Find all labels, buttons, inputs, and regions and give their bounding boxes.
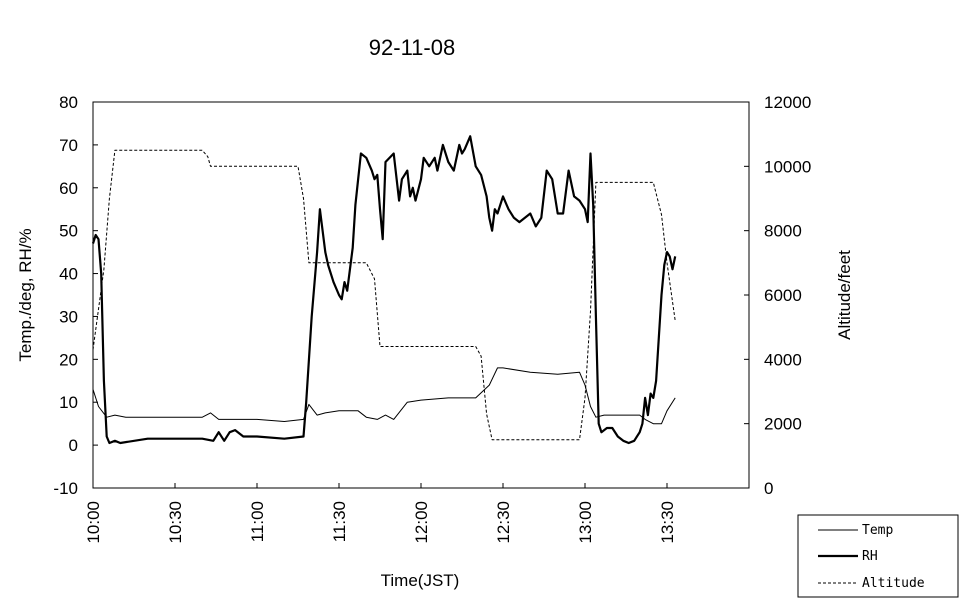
x-axis: 10:00 10:30 11:00 11:30 12:00 12:30 13:00 13:30	[84, 483, 677, 544]
right-tick-label: 6000	[764, 286, 802, 305]
x-tick-label: 11:00	[248, 501, 267, 542]
left-tick-label: 70	[59, 136, 78, 155]
x-tick-label: 13:00	[576, 501, 595, 544]
left-tick-label: 50	[59, 222, 78, 241]
x-tick-label: 10:00	[84, 501, 103, 544]
left-axis-label: Temp./deg, RH/%	[16, 228, 35, 361]
right-axis: 0 2000 4000 6000 8000 10000 12000	[744, 93, 811, 498]
x-axis-label: Time(JST)	[381, 571, 460, 590]
right-tick-label: 12000	[764, 93, 811, 112]
left-tick-label: -10	[53, 479, 78, 498]
right-tick-label: 10000	[764, 157, 811, 176]
left-axis: -10 0 10 20 30 40 50 60 70 80	[53, 93, 98, 498]
right-axis-label: Altitude/feet	[835, 250, 854, 340]
x-tick-label: 13:30	[658, 501, 677, 544]
series-line-temp	[92, 367, 676, 425]
plot-area	[92, 101, 750, 489]
chart-title: 92-11-08	[369, 35, 455, 60]
legend-label-altitude: Altitude	[862, 576, 925, 591]
legend: Temp RH Altitude	[797, 514, 959, 598]
right-tick-label: 2000	[764, 415, 802, 434]
x-tick-label: 10:30	[166, 501, 185, 544]
right-tick-label: 8000	[764, 222, 802, 241]
left-tick-label: 10	[59, 393, 78, 412]
left-tick-label: 20	[59, 350, 78, 369]
series-line-altitude	[92, 149, 676, 441]
left-tick-label: 60	[59, 179, 78, 198]
left-tick-label: 40	[59, 265, 78, 284]
right-tick-label: 0	[764, 479, 773, 498]
left-tick-label: 80	[59, 93, 78, 112]
series-layer	[91, 135, 677, 445]
x-tick-label: 11:30	[330, 501, 349, 542]
left-tick-label: 30	[59, 307, 78, 326]
legend-label-temp: Temp	[862, 523, 893, 538]
left-tick-label: 0	[69, 436, 78, 455]
series-line-rh	[91, 135, 677, 445]
x-tick-label: 12:00	[412, 501, 431, 544]
legend-label-rh: RH	[862, 549, 878, 564]
x-tick-label: 12:30	[494, 501, 513, 544]
right-tick-label: 4000	[764, 350, 802, 369]
